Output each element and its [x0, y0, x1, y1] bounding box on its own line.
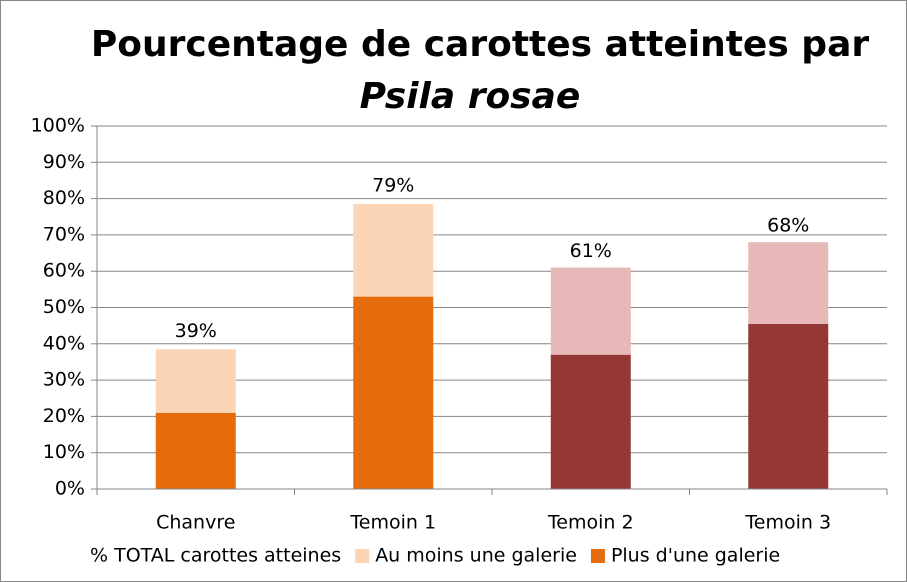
y-tick-label: 10%: [43, 441, 85, 463]
bar-segment: [550, 354, 631, 489]
legend-label: Plus d'une galerie: [611, 545, 780, 567]
bar-segment: [748, 242, 829, 324]
y-tick-label: 40%: [43, 332, 85, 354]
y-tick-label: 100%: [31, 115, 85, 137]
y-tick-label: 60%: [43, 260, 85, 282]
data-label: 79%: [372, 175, 414, 197]
chart-title: Psila rosae: [360, 76, 581, 117]
x-tick-label: Temoin 1: [349, 512, 436, 534]
legend-swatch: [590, 549, 605, 563]
y-tick-label: 20%: [43, 405, 85, 427]
y-tick-label: 50%: [43, 296, 85, 318]
data-label: 39%: [175, 320, 217, 342]
y-tick-label: 70%: [43, 223, 85, 245]
y-tick-label: 90%: [43, 151, 85, 173]
bar-segment: [155, 349, 236, 413]
y-tick-label: 0%: [55, 478, 85, 500]
y-tick-label: 30%: [43, 369, 85, 391]
legend-label: Au moins une galerie: [375, 545, 577, 567]
x-tick-label: Temoin 3: [744, 512, 831, 534]
bar-segment: [155, 412, 236, 489]
data-label: 68%: [767, 215, 809, 237]
y-tick-label: 80%: [43, 187, 85, 209]
bar-segment: [353, 296, 434, 489]
x-tick-label: Temoin 2: [547, 512, 634, 534]
legend-swatch: [355, 549, 370, 563]
bar-segment: [550, 267, 631, 355]
bar-segment: [748, 323, 829, 489]
legend-label: % TOTAL carottes atteines: [90, 545, 341, 567]
x-tick-label: Chanvre: [156, 512, 235, 534]
bar-segment: [353, 204, 434, 297]
data-label: 61%: [570, 240, 612, 262]
chart-title: Pourcentage de carottes atteintes par: [91, 24, 869, 65]
